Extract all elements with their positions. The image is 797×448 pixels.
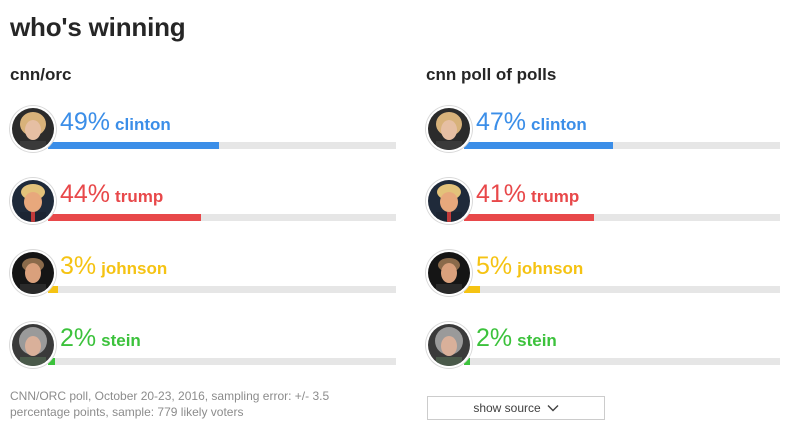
candidate-row-johnson: 5% johnson [426, 250, 780, 298]
footnote: CNN/ORC poll, October 20-23, 2016, sampl… [10, 389, 330, 419]
show-source-button[interactable]: show source [427, 396, 605, 420]
percent-value: 2% [60, 324, 97, 352]
candidate-name: clinton [531, 115, 587, 134]
bar-fill-johnson [48, 286, 59, 293]
percent-value: 5% [476, 252, 513, 280]
candidate-row-stein: 2% stein [10, 322, 396, 370]
avatar-johnson [426, 250, 472, 296]
candidate-row-johnson: 3% johnson [10, 250, 396, 298]
avatar-stein [10, 322, 56, 368]
candidate-label: 3% johnson [60, 252, 167, 282]
candidate-name: trump [115, 187, 164, 206]
candidate-label: 44% trump [60, 180, 163, 210]
candidate-row-trump: 44% trump [10, 178, 396, 226]
candidate-name: clinton [115, 115, 171, 134]
poll-bars: 47% clinton 41% trump 5% johnson [426, 106, 780, 406]
bar-track [464, 286, 780, 293]
bar-fill-clinton [464, 142, 613, 149]
candidate-label: 2% stein [476, 324, 557, 354]
candidate-label: 5% johnson [476, 252, 583, 282]
bar-fill-trump [48, 214, 202, 221]
bar-track [464, 142, 780, 149]
candidate-row-clinton: 47% clinton [426, 106, 780, 154]
avatar-trump [10, 178, 56, 224]
percent-value: 49% [60, 108, 111, 136]
poll-title: cnn/orc [10, 65, 72, 84]
bar-track [48, 286, 396, 293]
poll-bars: 49% clinton 44% trump 3% johnson [10, 106, 396, 406]
bar-track [464, 358, 780, 365]
bar-fill-clinton [48, 142, 219, 149]
show-source-label: show source [473, 401, 541, 415]
candidate-label: 2% stein [60, 324, 141, 354]
percent-value: 44% [60, 180, 111, 208]
page-title: who's winning [10, 12, 186, 42]
chevron-down-icon [547, 401, 559, 415]
candidate-row-stein: 2% stein [426, 322, 780, 370]
candidate-label: 47% clinton [476, 108, 587, 138]
bar-fill-stein [48, 358, 55, 365]
bar-track [464, 214, 780, 221]
candidate-name: trump [531, 187, 580, 206]
avatar-trump [426, 178, 472, 224]
candidate-name: johnson [517, 259, 584, 278]
avatar-stein [426, 322, 472, 368]
candidate-name: stein [101, 331, 141, 350]
candidate-row-clinton: 49% clinton [10, 106, 396, 154]
bar-track [48, 142, 396, 149]
percent-value: 2% [476, 324, 513, 352]
bar-fill-johnson [464, 286, 480, 293]
percent-value: 3% [60, 252, 97, 280]
percent-value: 41% [476, 180, 527, 208]
candidate-name: stein [517, 331, 557, 350]
avatar-johnson [10, 250, 56, 296]
bar-fill-trump [464, 214, 594, 221]
poll-cnn-orc: cnn/orc 49% clinton 44% trump [10, 64, 396, 406]
avatar-clinton [426, 106, 472, 152]
candidate-name: johnson [101, 259, 168, 278]
poll-cnn-poll-of-polls: cnn poll of polls 47% clinton 41% trump [426, 64, 780, 406]
percent-value: 47% [476, 108, 527, 136]
poll-title: cnn poll of polls [426, 65, 557, 84]
candidate-label: 41% trump [476, 180, 579, 210]
candidate-label: 49% clinton [60, 108, 171, 138]
bar-fill-stein [464, 358, 471, 365]
candidate-row-trump: 41% trump [426, 178, 780, 226]
avatar-clinton [10, 106, 56, 152]
bar-track [48, 358, 396, 365]
bar-track [48, 214, 396, 221]
